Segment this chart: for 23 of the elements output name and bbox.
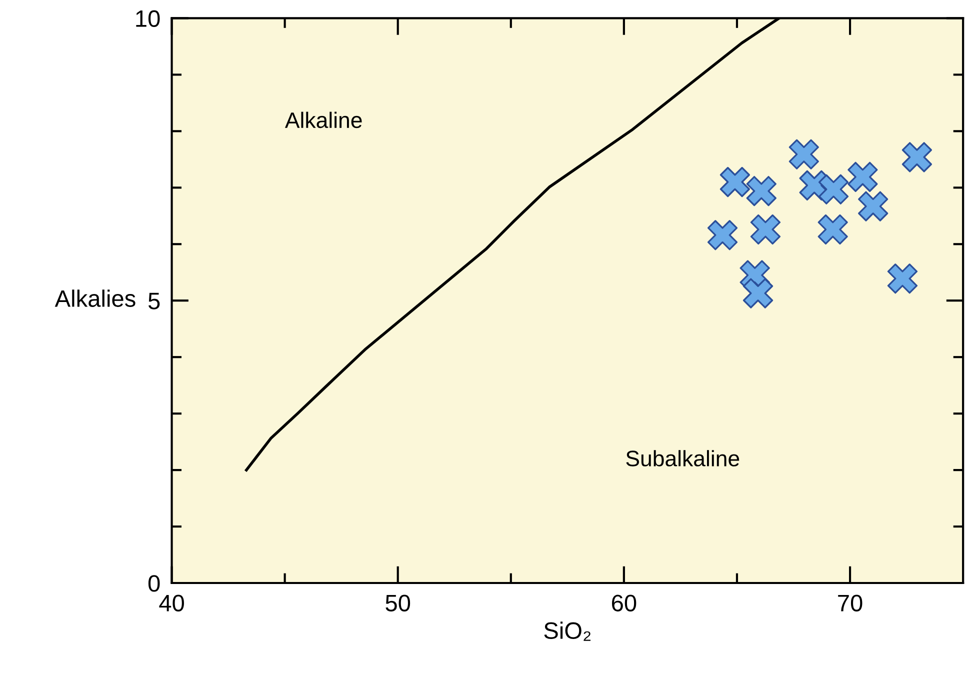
y-tick-label: 0 [148, 575, 160, 592]
y-tick-label: 10 [136, 10, 160, 27]
point [742, 278, 774, 308]
point [750, 214, 781, 245]
x-tick-label: 40 [159, 594, 184, 612]
point [818, 214, 848, 245]
x-tick-label: 70 [838, 594, 862, 612]
x-tick-label: 60 [612, 594, 636, 612]
point [788, 139, 819, 170]
point [818, 174, 849, 204]
point [720, 166, 750, 198]
point [707, 220, 738, 250]
point [858, 191, 888, 222]
annotation: Subalkaline [626, 450, 740, 466]
y-tick-label: 5 [148, 292, 160, 310]
point [746, 176, 776, 206]
x-axis-title: SiO₂ [544, 622, 591, 641]
point [848, 162, 878, 192]
annotation: Alkaline [284, 112, 362, 128]
point [902, 142, 932, 172]
x-tick-label: 50 [386, 594, 410, 612]
y-axis-title: Alkalies [54, 290, 136, 307]
point [887, 264, 918, 294]
